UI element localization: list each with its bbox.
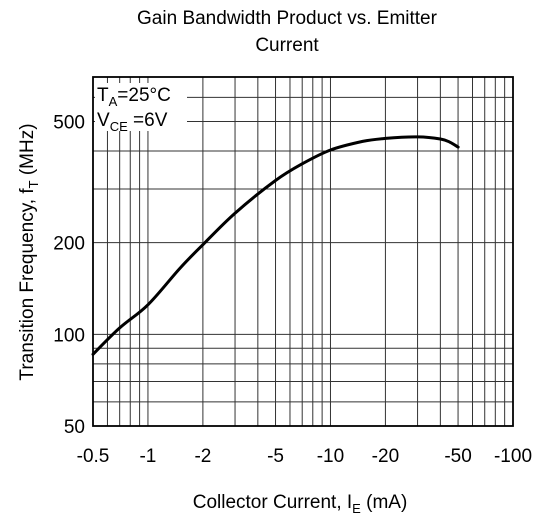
x-tick-label: -100 (494, 446, 532, 467)
x-tick-label: -20 (372, 446, 399, 467)
x-tick-label: -5 (267, 446, 284, 467)
x-tick-label: -10 (317, 446, 344, 467)
annotation-background (95, 83, 187, 131)
chart-title-line-1: Gain Bandwidth Product vs. Emitter (137, 8, 438, 29)
x-tick-label: -50 (444, 446, 471, 467)
y-tick-label: 50 (64, 417, 85, 438)
y-tick-label: 200 (53, 234, 85, 255)
x-tick-label: -0.5 (77, 446, 110, 467)
annotation-ambient-temperature: TA=25°C (97, 85, 171, 109)
y-axis-label: Transition Frequency, fT (MHz) (17, 123, 41, 380)
curve-layer (91, 135, 460, 356)
x-tick-label: -1 (139, 446, 156, 467)
y-tick-label: 100 (53, 325, 85, 346)
transition-frequency-curve (91, 135, 460, 356)
x-axis-label: Collector Current, IE (mA) (193, 492, 408, 516)
annotation-collector-emitter-voltage: VCE =6V (97, 110, 168, 134)
x-tick-label: -2 (194, 446, 211, 467)
plot-frame (92, 76, 514, 427)
y-tick-label: 500 (53, 112, 85, 133)
tick-labels: -0.5 -1 -2 -5 -10 -20 -50 -100 50 100 200 500 (53, 112, 532, 467)
chart-title-line-2: Current (255, 35, 319, 56)
